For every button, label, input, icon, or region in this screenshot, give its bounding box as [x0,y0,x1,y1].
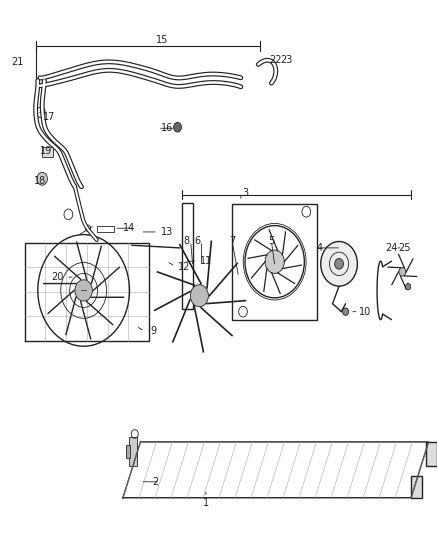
Bar [426,442,437,466]
Text: 20: 20 [51,272,64,282]
Text: 6: 6 [194,236,200,246]
Text: 17: 17 [42,111,55,122]
Text: 15: 15 [156,35,169,45]
Bar [129,437,137,466]
Text: 16: 16 [160,123,173,133]
Text: 21: 21 [11,57,24,67]
Bar [42,148,53,157]
Text: 12: 12 [178,262,190,271]
Bar [182,203,193,309]
Bar [97,225,114,232]
Circle shape [173,123,181,132]
Text: 8: 8 [183,236,189,246]
Circle shape [399,268,406,276]
Text: 14: 14 [124,223,136,233]
Text: 2: 2 [152,477,159,487]
Bar [411,477,422,498]
Text: 18: 18 [34,176,46,187]
Text: 24: 24 [385,243,398,253]
Circle shape [406,284,411,290]
Text: 7: 7 [229,236,235,246]
Text: 13: 13 [160,227,173,237]
Bar [232,204,317,320]
Circle shape [343,308,349,316]
Text: 4: 4 [316,243,322,253]
Circle shape [75,280,92,301]
Bar [126,445,131,458]
Circle shape [265,250,284,273]
Text: 19: 19 [40,146,53,156]
Text: 10: 10 [359,306,371,317]
Circle shape [321,241,357,286]
Circle shape [191,285,208,307]
Text: 5: 5 [268,236,275,246]
Text: 1: 1 [203,497,209,507]
Text: 23: 23 [280,55,293,65]
Text: 25: 25 [398,243,411,253]
Text: 9: 9 [150,326,156,336]
Text: 11: 11 [200,256,212,266]
Text: 3: 3 [242,188,248,198]
Circle shape [37,172,47,185]
Circle shape [335,259,343,269]
Text: 22: 22 [269,55,282,65]
